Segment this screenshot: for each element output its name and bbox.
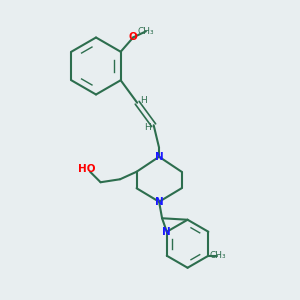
Text: HO: HO	[78, 164, 95, 174]
Text: N: N	[155, 197, 164, 207]
Text: H: H	[144, 123, 151, 132]
Text: H: H	[140, 96, 147, 105]
Text: N: N	[155, 152, 164, 162]
Text: CH₃: CH₃	[209, 251, 226, 260]
Text: CH₃: CH₃	[138, 27, 154, 36]
Text: O: O	[129, 32, 138, 42]
Text: N: N	[162, 227, 171, 237]
